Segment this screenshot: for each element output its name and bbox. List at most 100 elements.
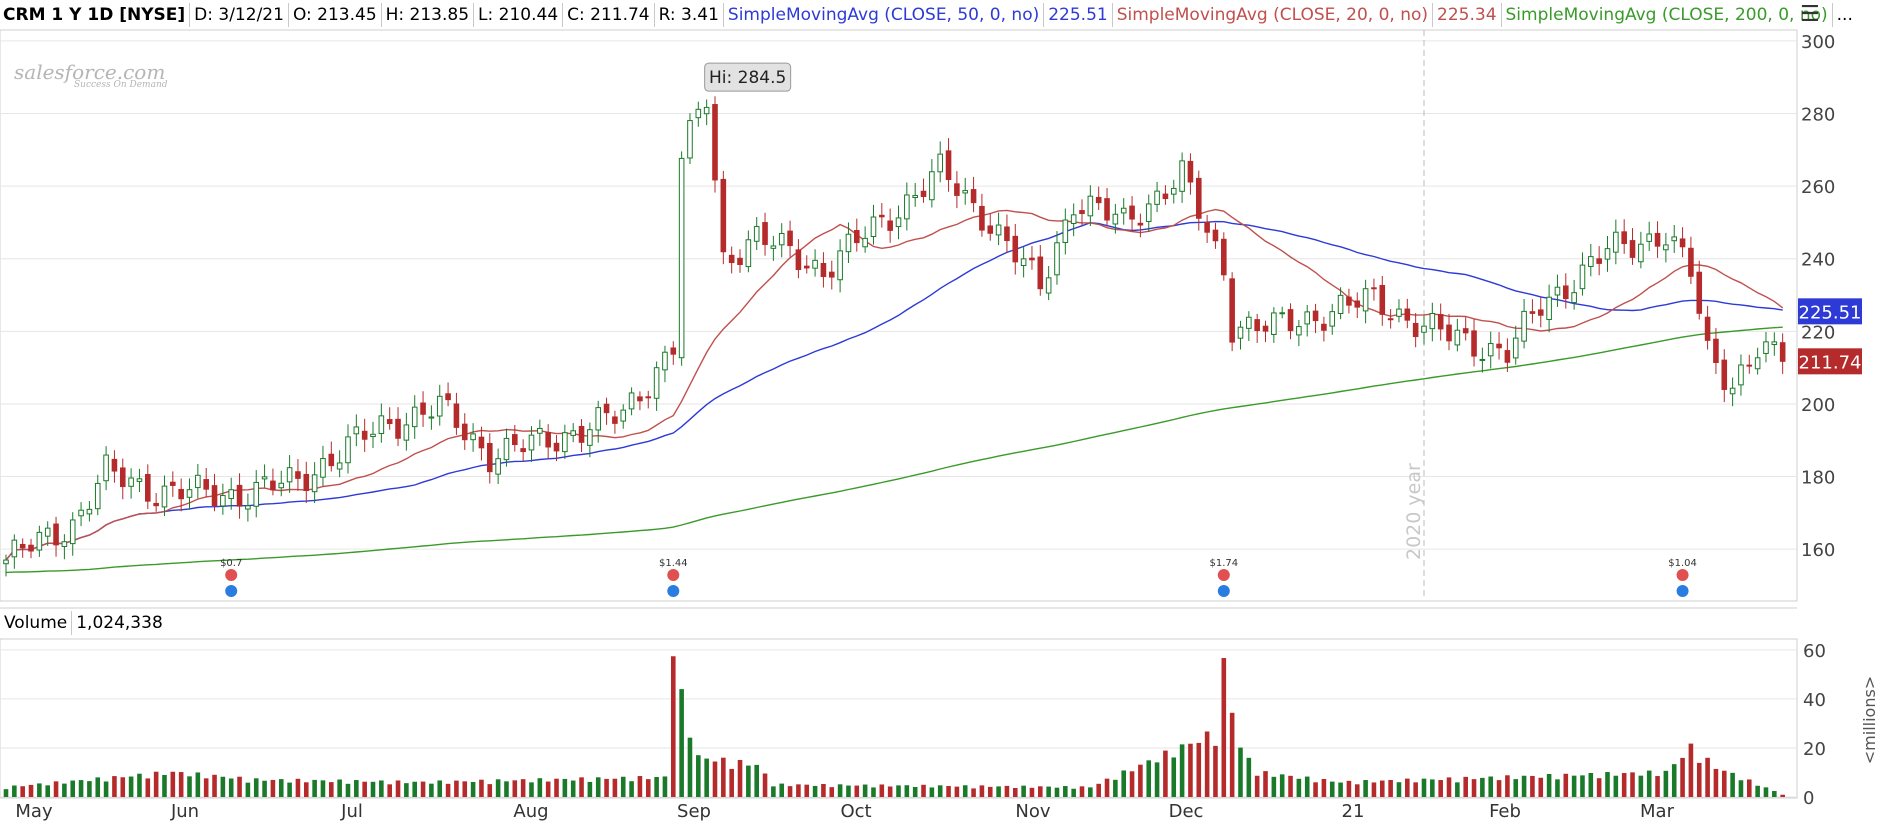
candle-body — [361, 430, 368, 440]
symbol-label[interactable]: CRM 1 Y 1D [NYSE] — [3, 5, 186, 25]
volume-bar — [687, 737, 693, 797]
volume-bar — [1146, 760, 1152, 797]
volume-bar — [1747, 779, 1752, 797]
candle-body — [1671, 236, 1678, 242]
volume-bar — [879, 784, 885, 797]
volume-bar — [1755, 785, 1760, 797]
volume-bar — [1546, 773, 1552, 797]
candle-body — [1479, 358, 1486, 361]
logo-tagline: Success On Demand — [74, 80, 168, 90]
volume-bar — [354, 780, 359, 797]
candle-body — [1421, 325, 1427, 333]
volume-bar — [70, 780, 76, 797]
volume-bar — [537, 778, 543, 797]
candle-body — [1738, 364, 1744, 386]
volume-bar — [896, 785, 901, 797]
candle-body — [512, 434, 518, 446]
candle-body — [69, 519, 76, 545]
candle-body — [1354, 300, 1361, 308]
volume-bar — [153, 771, 159, 797]
volume-header: Volume 1,024,338 — [0, 609, 167, 637]
earnings-icon — [1217, 585, 1230, 597]
candle-body — [1187, 160, 1194, 183]
candle-body — [1179, 160, 1185, 192]
sma50-study-label[interactable]: SimpleMovingAvg (CLOSE, 50, 0, no) — [727, 5, 1040, 25]
candle-body — [778, 232, 785, 246]
price-tick-label: 160 — [1801, 540, 1835, 561]
volume-bar — [162, 774, 167, 797]
volume-bar — [1163, 750, 1168, 797]
candle-body — [1746, 364, 1753, 367]
volume-bar — [337, 779, 342, 797]
candle-body — [495, 458, 501, 475]
earnings-icon — [225, 585, 238, 597]
earnings-icon — [1676, 585, 1689, 597]
more-studies-button[interactable]: ... — [1836, 5, 1853, 25]
candle-body — [1204, 221, 1210, 233]
volume-bar — [287, 782, 292, 797]
volume-bar — [362, 781, 367, 797]
volume-bar — [1646, 770, 1652, 797]
price-tick-label: 240 — [1801, 250, 1835, 271]
volume-bar — [1079, 786, 1085, 797]
sma20-study-value: 225.34 — [1437, 5, 1497, 25]
volume-bar — [62, 783, 67, 797]
sma200-study-label[interactable]: SimpleMovingAvg (CLOSE, 200, 0, no) — [1505, 5, 1828, 25]
volume-bar — [1780, 794, 1785, 797]
volume-bar — [562, 778, 568, 797]
candle-body — [186, 489, 193, 498]
volume-bar — [1596, 778, 1602, 797]
candle-body — [211, 485, 218, 506]
candle-body — [245, 505, 251, 510]
volume-bar — [1621, 773, 1627, 797]
volume-bar — [871, 787, 876, 797]
volume-bar — [420, 781, 426, 797]
x-tick-label: Mar — [1640, 801, 1675, 821]
candle-body — [1045, 277, 1052, 294]
volume-bar — [779, 783, 785, 797]
volume-bar — [837, 784, 843, 797]
candle-body — [1020, 258, 1027, 267]
candle-body — [862, 237, 868, 248]
candle-body — [1679, 238, 1686, 248]
volume-bar — [212, 774, 217, 797]
candle-body — [1571, 292, 1577, 304]
sma50-study-value: 225.51 — [1048, 5, 1108, 25]
volume-bar — [1371, 782, 1377, 797]
candle-body — [912, 195, 918, 199]
close-readout: C: 211.74 — [567, 5, 650, 25]
date-readout: D: 3/12/21 — [194, 5, 284, 25]
dividend-icon — [1676, 569, 1689, 581]
candle-body — [461, 423, 468, 441]
volume-bar — [1496, 780, 1502, 797]
candle-body — [78, 509, 84, 517]
candle-body — [320, 458, 326, 478]
candle-body — [1095, 196, 1102, 204]
volume-bar — [137, 773, 142, 797]
candle-body — [36, 531, 43, 551]
volume-bar — [253, 778, 259, 797]
volume-bar — [312, 779, 317, 797]
volume-bar — [912, 786, 918, 797]
candle-body — [1145, 203, 1152, 222]
candle-body — [762, 222, 768, 245]
volume-tick-label: 0 — [1803, 788, 1814, 809]
dividend-label: $0.7 — [220, 558, 242, 569]
volume-bar — [1138, 764, 1143, 797]
candle-body — [1079, 210, 1085, 215]
candle-body — [1371, 287, 1377, 290]
volume-bar — [1721, 770, 1727, 797]
volume-bar — [1405, 778, 1410, 797]
candle-body — [837, 250, 843, 281]
candle-body — [520, 448, 526, 453]
hamburger-icon[interactable]: ☰ — [1800, 2, 1820, 27]
volume-bar — [12, 785, 17, 797]
volume-bar — [103, 781, 109, 797]
x-tick-label: Nov — [1015, 801, 1050, 821]
volume-bar — [1613, 775, 1619, 797]
sma20-study-label[interactable]: SimpleMovingAvg (CLOSE, 20, 0, no) — [1116, 5, 1429, 25]
volume-bar — [1363, 780, 1368, 797]
volume-bar — [262, 780, 267, 797]
candle-body — [119, 467, 126, 488]
